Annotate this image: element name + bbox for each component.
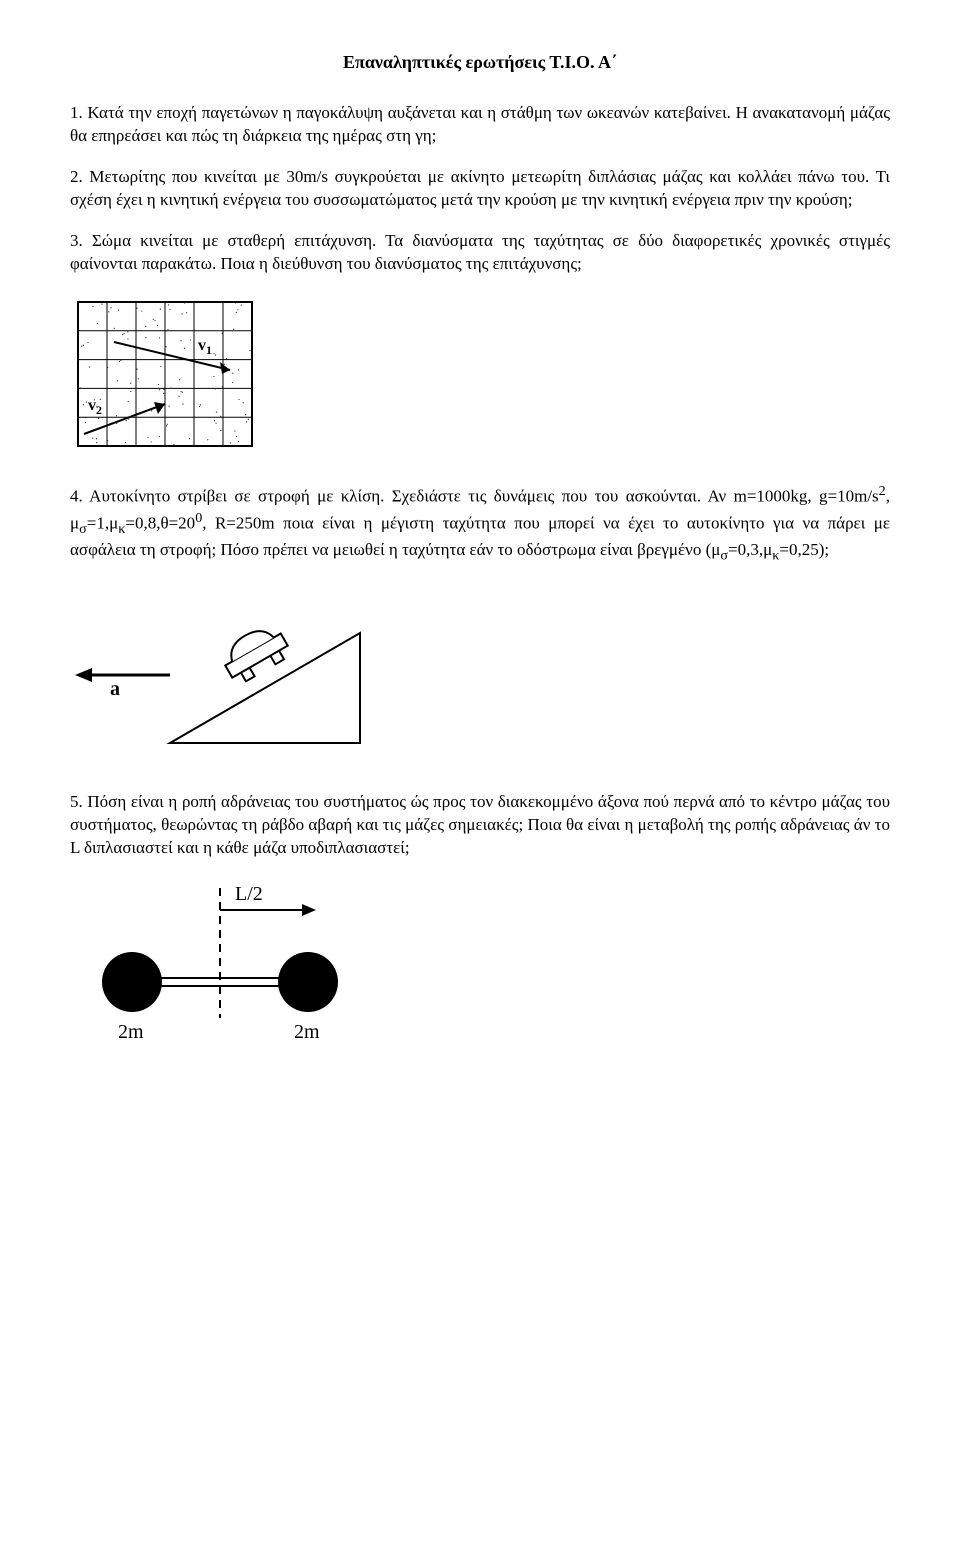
q4-text-c: =1,μ <box>87 513 118 532</box>
q4-text-d: =0,8,θ=20 <box>125 513 195 532</box>
question-4: 4. Αυτοκίνητο στρίβει σε στροφή με κλίση… <box>70 482 890 565</box>
page-title: Επαναληπτικές ερωτήσεις Τ.Ι.Ο. Α΄ <box>70 50 890 74</box>
q3-num: 3. <box>70 231 83 250</box>
question-1: 1. Κατά την εποχή παγετώνων η παγοκάλυψη… <box>70 102 890 148</box>
q4-text-g: =0,25); <box>779 540 829 559</box>
svg-text:v2: v2 <box>88 397 102 417</box>
q2-text: Μετωρίτης που κινείται με 30m/s συγκρούε… <box>70 167 890 209</box>
svg-text:L/2: L/2 <box>235 883 263 905</box>
q4-sup1: 2 <box>879 483 886 499</box>
q2-num: 2. <box>70 167 83 186</box>
q5-text: Πόση είναι η ροπή αδράνειας του συστήματ… <box>70 792 890 857</box>
svg-text:2m: 2m <box>118 1021 144 1043</box>
q4-text-f: =0,3,μ <box>728 540 772 559</box>
question-2: 2. Μετωρίτης που κινείται με 30m/s συγκρ… <box>70 166 890 212</box>
q5-num: 5. <box>70 792 83 811</box>
q4-num: 4. <box>70 487 83 506</box>
q1-text: Κατά την εποχή παγετώνων η παγοκάλυψη αυ… <box>70 103 890 145</box>
q4-sub3: σ <box>720 547 728 563</box>
q1-num: 1. <box>70 103 83 122</box>
svg-text:2m: 2m <box>294 1021 320 1043</box>
figure-vectors: v1 v2 <box>70 294 890 454</box>
svg-text:v1: v1 <box>198 337 212 357</box>
q4-sub1: σ <box>79 521 87 537</box>
q3-text: Σώμα κινείται με σταθερή επιτάχυνση. Τα … <box>70 231 890 273</box>
figure-car-incline: a <box>70 583 890 763</box>
question-3: 3. Σώμα κινείται με σταθερή επιτάχυνση. … <box>70 230 890 276</box>
question-5: 5. Πόση είναι η ροπή αδράνειας του συστή… <box>70 791 890 860</box>
figure-two-masses: L/2 2m 2m <box>70 878 890 1048</box>
q4-text-a: Αυτοκίνητο στρίβει σε στροφή με κλίση. Σ… <box>89 487 879 506</box>
svg-text:a: a <box>110 678 120 700</box>
